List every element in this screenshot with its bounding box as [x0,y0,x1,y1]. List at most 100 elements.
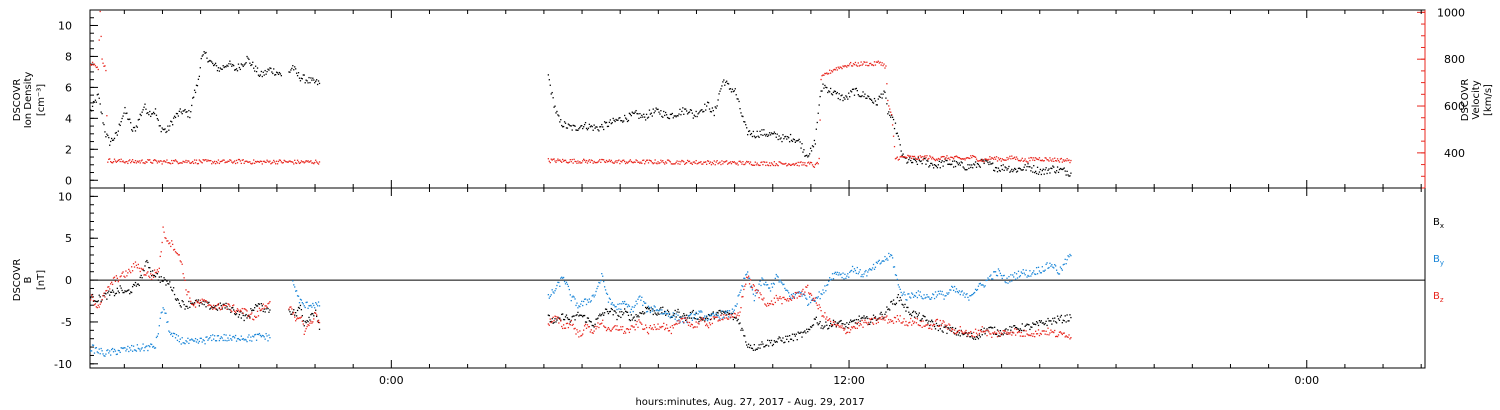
data-point [548,79,550,81]
data-point [259,334,262,336]
data-point [776,297,778,299]
data-point [163,277,165,279]
data-point [935,296,938,298]
data-point [888,105,890,107]
data-point [172,332,175,335]
data-point [823,326,825,328]
data-point [264,69,266,72]
data-point [603,312,606,314]
data-point [1011,280,1013,282]
x-axis-label: hours:minutes, Aug. 27, 2017 - Aug. 29, … [635,397,864,408]
data-point [267,160,269,163]
data-point [851,327,854,329]
data-point [993,170,996,172]
data-point [559,121,561,123]
data-point [1052,158,1054,160]
data-point [307,307,309,309]
data-point [981,158,983,161]
data-point [851,88,854,91]
data-point [969,164,971,166]
data-point [645,113,648,116]
data-point [176,339,179,342]
data-point [152,276,155,278]
data-point [1025,169,1027,171]
data-point [142,162,144,164]
data-point [1043,173,1045,175]
data-point [621,161,623,163]
data-point [887,113,889,115]
data-point [821,325,823,327]
data-point [1030,326,1032,328]
data-point [107,134,109,137]
data-point [96,301,98,303]
data-point [553,320,555,322]
data-point [151,113,153,115]
data-point [870,321,872,323]
data-point [885,65,887,67]
data-point [778,161,780,163]
data-point [994,158,997,160]
data-point [964,168,966,171]
data-point [950,326,952,329]
data-point [609,298,611,300]
data-point [694,314,696,316]
data-point [931,158,933,160]
y-tick-label: 10 [58,19,72,32]
data-point [1017,159,1020,162]
data-point [207,302,209,304]
data-point [915,158,918,160]
data-point [791,163,794,165]
data-point [743,120,745,123]
data-point [813,300,816,302]
data-point [589,301,591,303]
data-point [840,319,842,322]
data-point [1054,171,1056,173]
data-point [876,104,878,106]
data-point [304,161,306,163]
data-point [562,126,564,128]
data-point [1062,168,1064,170]
data-point [1036,166,1039,168]
data-point [975,158,978,160]
data-point [875,104,878,106]
data-point [235,340,238,342]
data-point [761,341,763,343]
data-point [914,317,917,319]
data-point [943,298,945,300]
data-point [817,296,819,298]
data-point [985,279,987,282]
data-point [1070,337,1072,339]
data-point [678,311,680,313]
data-point [112,139,115,141]
data-point [649,325,652,327]
data-point [705,324,707,327]
data-point [995,333,998,336]
data-point [912,310,915,312]
data-point [801,336,803,338]
data-point [813,299,816,301]
data-point [671,112,673,115]
data-point [269,301,271,303]
data-point [585,159,588,162]
data-point [697,113,699,115]
data-point [562,318,565,321]
data-point [268,334,270,336]
data-point [152,345,155,348]
data-point [241,338,243,340]
data-point [648,307,651,309]
data-point [182,273,184,275]
data-point [990,326,992,328]
data-point [575,129,577,131]
y-tick-label: 10 [58,190,72,203]
data-point [941,290,943,293]
data-point [222,303,224,306]
data-point [645,326,648,329]
data-point [564,327,567,329]
data-point [720,311,722,313]
data-point [623,302,625,305]
data-point [748,163,751,165]
data-point [262,310,264,313]
data-point [692,317,694,319]
data-point [696,326,698,328]
data-point [942,165,944,167]
